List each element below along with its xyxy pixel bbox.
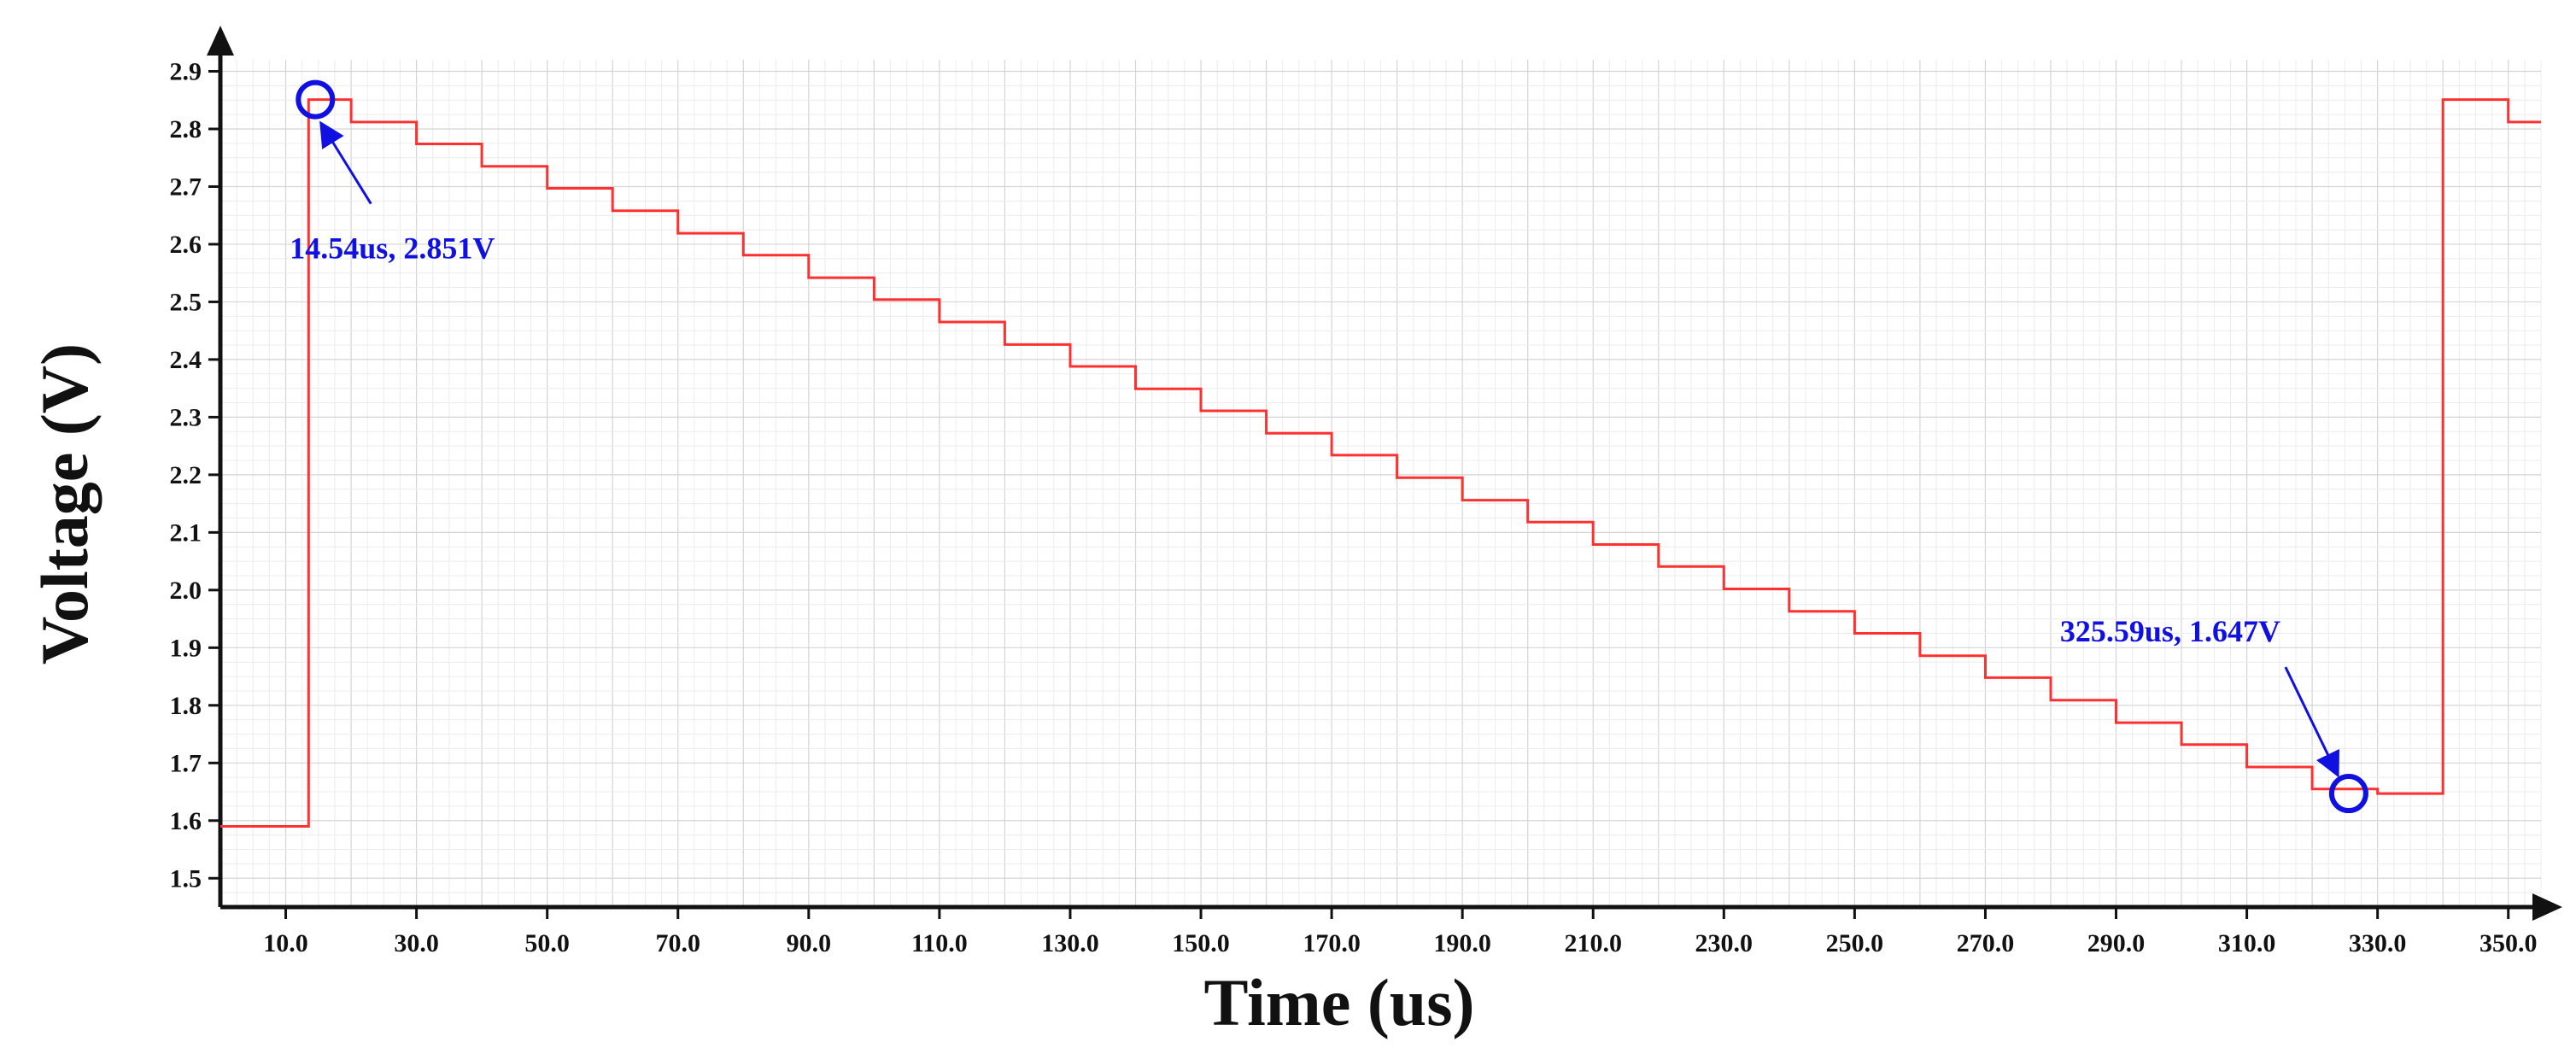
x-tick-label: 230.0: [1695, 929, 1753, 957]
y-tick-label: 2.3: [170, 403, 202, 431]
y-tick-label: 2.4: [170, 346, 202, 374]
x-tick-label: 290.0: [2087, 929, 2146, 957]
x-axis-arrow: [2532, 893, 2562, 921]
x-tick-label: 150.0: [1172, 929, 1230, 957]
y-tick-label: 2.7: [170, 173, 202, 201]
voltage-series-line: [220, 98, 2541, 828]
y-tick-label: 1.5: [170, 864, 202, 893]
y-tick-label: 2.6: [170, 231, 202, 259]
axes: [207, 26, 2562, 921]
x-axis-title: Time (us): [1203, 965, 1474, 1039]
x-tick-label: 330.0: [2349, 929, 2407, 957]
ticks: 10.0 30.0 50.0 70.0 90.0 110.0 130.0 150.0 170.0…: [170, 57, 2538, 957]
y-tick-label: 1.6: [170, 807, 202, 835]
x-tick-label: 70.0: [655, 929, 700, 957]
grid: [220, 60, 2542, 908]
x-tick-label: 90.0: [787, 929, 832, 957]
x-tick-label: 10.0: [263, 929, 308, 957]
annotation-label-peak: 14.54us, 2.851V: [290, 231, 495, 266]
x-tick-label: 210.0: [1564, 929, 1622, 957]
annotation-arrow-peak: [319, 120, 372, 205]
y-tick-label: 1.7: [170, 749, 202, 777]
annotation-marker-peak: [296, 79, 336, 120]
y-tick-label: 2.1: [170, 518, 202, 547]
annotation-label-min: 325.59us, 1.647V: [2060, 614, 2280, 648]
y-tick-label: 2.2: [170, 461, 202, 489]
y-tick-label: 1.8: [170, 692, 202, 720]
x-tick-label: 270.0: [1957, 929, 2015, 957]
x-tick-label: 110.0: [911, 929, 968, 957]
x-tick-label: 170.0: [1303, 929, 1361, 957]
x-tick-label: 130.0: [1041, 929, 1099, 957]
x-tick-label: 190.0: [1433, 929, 1491, 957]
y-tick-label: 2.8: [170, 115, 202, 143]
y-tick-label: 2.9: [170, 57, 202, 85]
annotations: 14.54us, 2.851V 325.59us, 1.647V: [290, 79, 2368, 814]
y-tick-label: 1.9: [170, 634, 202, 662]
y-tick-label: 2.0: [170, 577, 202, 605]
x-tick-label: 350.0: [2479, 929, 2538, 957]
y-axis-title: Voltage (V): [27, 343, 102, 665]
x-tick-label: 310.0: [2218, 929, 2276, 957]
y-tick-label: 2.5: [170, 288, 202, 316]
annotation-arrow-min: [2284, 666, 2339, 778]
x-tick-label: 30.0: [394, 929, 439, 957]
y-axis-arrow: [207, 26, 234, 56]
x-tick-label: 50.0: [524, 929, 570, 957]
annotation-marker-min: [2328, 774, 2368, 814]
series-layer: [220, 98, 2541, 828]
x-tick-label: 250.0: [1826, 929, 1884, 957]
